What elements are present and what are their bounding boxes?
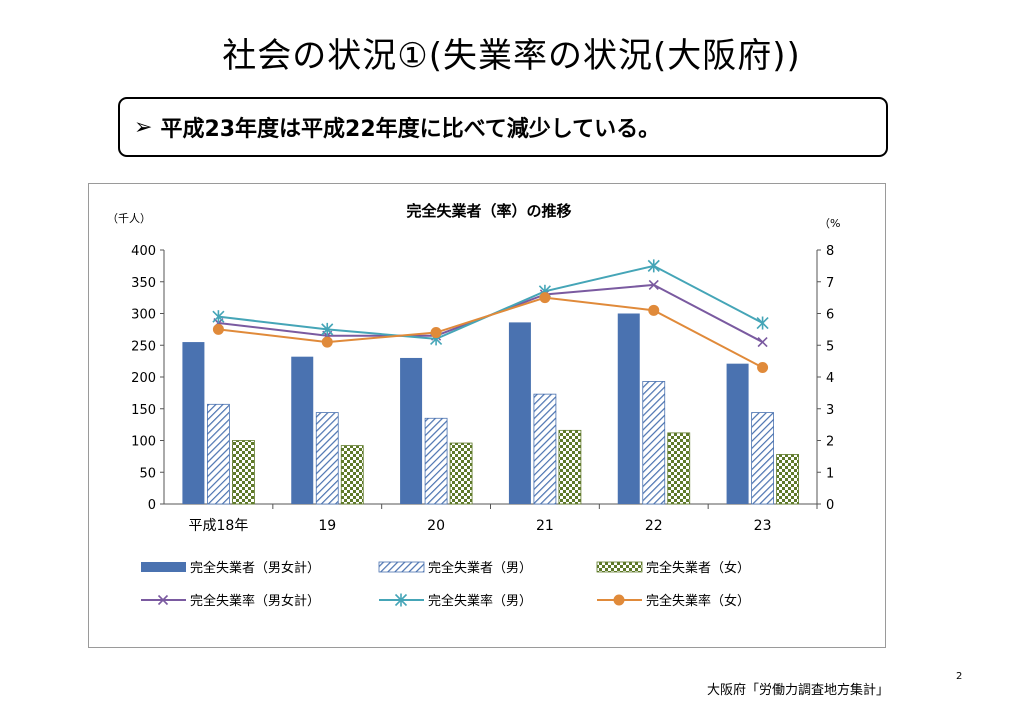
bar bbox=[508, 322, 531, 504]
bar bbox=[533, 393, 557, 505]
series-line bbox=[218, 264, 764, 340]
left-tick-label: 300 bbox=[131, 308, 156, 323]
left-tick-label: 100 bbox=[131, 435, 156, 450]
chart-title: 完全失業者（率）の推移 bbox=[406, 202, 571, 220]
summary-callout: ➢ 平成23年度は平成22年度に比べて減少している。 bbox=[118, 97, 888, 157]
bar bbox=[232, 440, 255, 505]
bar bbox=[726, 363, 749, 504]
x-tick-label: 22 bbox=[645, 518, 663, 534]
bar bbox=[776, 454, 799, 505]
bar bbox=[182, 342, 205, 504]
bar bbox=[400, 357, 423, 504]
right-tick-label: 2 bbox=[826, 435, 834, 450]
bar bbox=[449, 442, 473, 505]
marker-stroke bbox=[648, 279, 659, 290]
right-tick-label: 0 bbox=[826, 498, 834, 513]
source-note: 大阪府「労働力調査地方集計」 bbox=[707, 683, 890, 698]
right-tick-label: 4 bbox=[826, 371, 834, 386]
line-point bbox=[757, 361, 769, 373]
left-tick-label: 0 bbox=[148, 498, 156, 513]
x-tick-label: 23 bbox=[754, 518, 772, 534]
left-tick-label: 150 bbox=[131, 403, 156, 418]
bar bbox=[291, 356, 314, 504]
line-point bbox=[757, 337, 768, 348]
right-tick-label: 7 bbox=[826, 276, 834, 291]
bar bbox=[617, 313, 640, 504]
line-point bbox=[212, 323, 224, 335]
bar bbox=[207, 403, 230, 505]
x-tick-label: 平成18年 bbox=[189, 518, 249, 534]
chart-frame: 完全失業者（率）の推移 （千人） （% 0 50 100 150 200 250 300 35… bbox=[88, 183, 886, 648]
right-tick-label: 6 bbox=[826, 308, 834, 323]
right-tick-label: 8 bbox=[826, 244, 834, 259]
left-tick-label: 350 bbox=[131, 276, 156, 291]
legend-label: 完全失業率（女） bbox=[646, 593, 750, 609]
bar bbox=[558, 429, 582, 505]
series-line bbox=[218, 283, 764, 343]
left-tick-label: 400 bbox=[131, 244, 156, 259]
line-point bbox=[157, 594, 169, 606]
right-tick-label: 3 bbox=[826, 403, 834, 418]
line-point bbox=[648, 279, 659, 290]
left-axis-unit: （千人） bbox=[107, 212, 151, 225]
line-point bbox=[430, 327, 442, 339]
line-point bbox=[539, 292, 551, 304]
bar bbox=[315, 412, 339, 505]
line-point bbox=[756, 316, 769, 330]
unemployment-chart: 完全失業者（率）の推移 （千人） （% 05010015020025030035… bbox=[107, 202, 840, 609]
line-point bbox=[648, 304, 660, 316]
left-tick-label: 50 bbox=[139, 466, 156, 481]
x-tick-label: 20 bbox=[427, 518, 445, 534]
callout-text: 平成23年度は平成22年度に比べて減少している。 bbox=[160, 117, 661, 142]
legend-swatch bbox=[378, 561, 425, 573]
left-tick-label: 200 bbox=[131, 371, 156, 386]
slide-title: 社会の状況①(失業率の状況(大阪府)) bbox=[222, 36, 801, 76]
right-tick-label: 1 bbox=[826, 466, 834, 481]
bar bbox=[667, 432, 691, 505]
legend-label: 完全失業者（男） bbox=[428, 560, 532, 576]
legend-swatch bbox=[596, 561, 643, 573]
arrow-bullet-icon: ➢ bbox=[134, 114, 153, 140]
line-point bbox=[321, 322, 334, 336]
legend-swatch bbox=[141, 562, 186, 572]
x-tick-label: 21 bbox=[536, 518, 554, 534]
line-point bbox=[321, 336, 333, 348]
series-line bbox=[218, 296, 764, 369]
legend-label: 完全失業率（男女計） bbox=[190, 593, 320, 609]
x-tick-label: 19 bbox=[318, 518, 336, 534]
page-number: 2 bbox=[956, 671, 963, 682]
legend-label: 完全失業率（男） bbox=[428, 593, 532, 609]
left-tick-label: 250 bbox=[131, 339, 156, 354]
bar bbox=[340, 445, 364, 505]
legend-label: 完全失業者（女） bbox=[646, 560, 750, 576]
line-point bbox=[394, 593, 408, 607]
bar bbox=[751, 412, 774, 505]
line-point bbox=[212, 310, 225, 324]
bar bbox=[642, 381, 666, 505]
bar bbox=[424, 417, 448, 505]
right-tick-label: 5 bbox=[826, 339, 834, 354]
line-point bbox=[613, 594, 625, 606]
marker-stroke bbox=[157, 594, 169, 606]
line-point bbox=[647, 259, 660, 273]
marker-stroke bbox=[757, 337, 768, 348]
legend-label: 完全失業者（男女計） bbox=[190, 560, 320, 576]
right-axis-unit: （% bbox=[819, 217, 840, 230]
